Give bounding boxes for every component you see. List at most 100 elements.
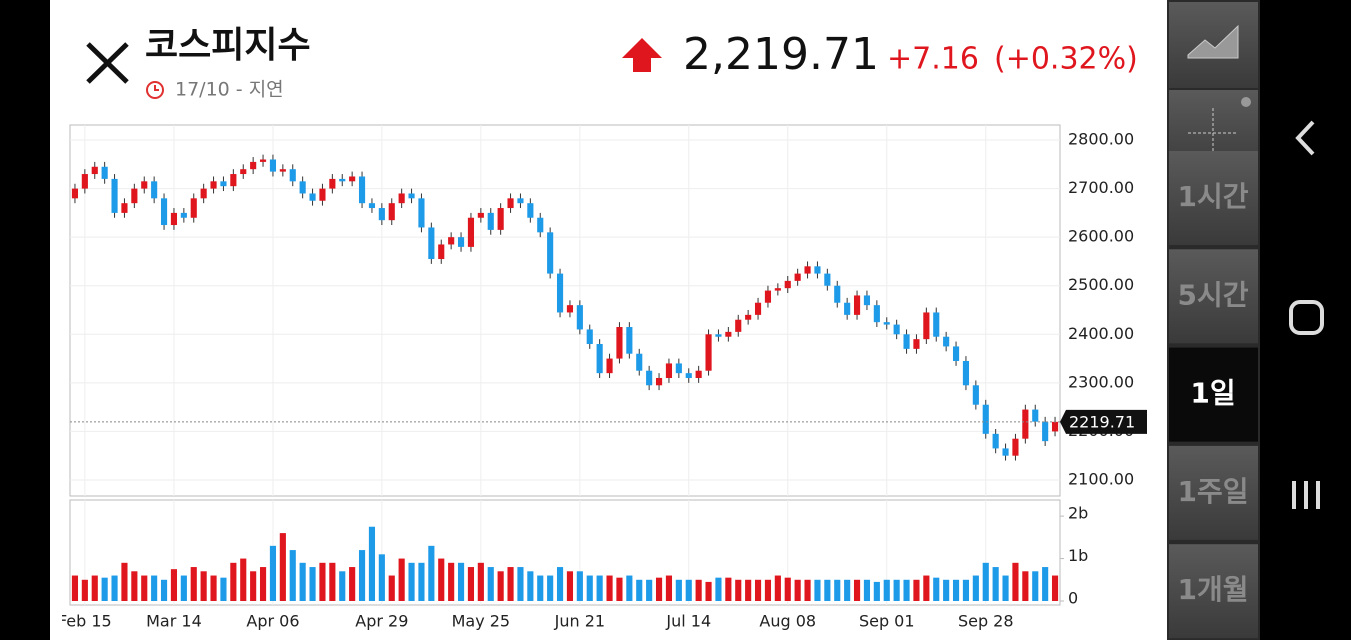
volume-bar — [586, 575, 593, 601]
volume-bar — [289, 550, 296, 601]
candle-body — [81, 174, 88, 189]
candle-body — [665, 363, 673, 378]
candle-body — [1012, 438, 1019, 456]
volume-bar — [1051, 575, 1059, 601]
volume-bar — [863, 579, 871, 601]
candle-body — [299, 181, 306, 194]
volume-bar — [962, 579, 970, 601]
candle-body — [863, 295, 871, 306]
candle-body — [190, 198, 197, 218]
x-tick-label: Jun 21 — [554, 612, 605, 631]
candle-body — [1002, 448, 1009, 456]
volume-bar — [121, 562, 128, 601]
candle-body — [913, 339, 920, 349]
volume-bar — [279, 533, 286, 601]
volume-bar — [943, 579, 950, 601]
period-label: 1일 — [1190, 377, 1235, 410]
y-tick-label: 2100.00 — [1068, 469, 1134, 488]
volume-bar — [210, 575, 217, 601]
candle-body — [883, 322, 890, 325]
candle-body — [616, 327, 623, 359]
volume-bar — [566, 571, 574, 601]
volume-bar — [853, 579, 861, 601]
volume-bar — [903, 579, 910, 601]
volume-bar — [269, 545, 277, 601]
volume-bar — [457, 562, 465, 601]
chart-type-button[interactable] — [1169, 2, 1258, 88]
candle-body — [448, 237, 455, 245]
candle-body — [834, 285, 841, 303]
volume-bar — [220, 577, 227, 601]
candle-body — [289, 169, 296, 182]
candle-body — [824, 273, 831, 286]
candle-body — [794, 273, 801, 281]
period-button[interactable] — [1169, 544, 1258, 639]
volume-bar — [636, 579, 643, 601]
volume-bar — [230, 562, 237, 601]
candle-body — [349, 176, 356, 182]
period-button[interactable] — [1169, 151, 1258, 245]
close-button[interactable] — [86, 42, 129, 84]
candle-body — [200, 188, 207, 199]
candle-body — [715, 334, 722, 337]
period-button[interactable] — [1169, 347, 1258, 442]
candle-body — [121, 203, 128, 213]
candle-body — [428, 227, 435, 260]
volume-bar — [537, 575, 544, 601]
volume-bar — [91, 575, 98, 601]
nav-back[interactable] — [1295, 120, 1315, 156]
period-button[interactable] — [1169, 445, 1258, 540]
x-tick-label: Sep 01 — [859, 612, 915, 631]
date: 17/10 - 지연 — [175, 79, 284, 101]
volume-bar — [319, 562, 326, 601]
candle-body — [873, 305, 880, 323]
candle-body — [774, 288, 781, 291]
period-label: 1시간 — [1177, 180, 1248, 213]
candle-body — [240, 169, 247, 175]
volume-bar — [1002, 575, 1009, 601]
candle-body — [477, 212, 484, 218]
volume-tick-label: 0 — [1068, 589, 1078, 608]
candle-body — [596, 344, 603, 374]
volume-bar — [824, 579, 831, 601]
candle-body — [695, 370, 702, 378]
nav-home[interactable] — [1289, 300, 1324, 335]
nav-recent[interactable] — [1292, 481, 1320, 509]
volume-bar — [547, 575, 554, 601]
volume-tick-label: 2b — [1068, 504, 1088, 523]
volume-bar — [309, 567, 316, 601]
volume-bar — [1012, 562, 1019, 601]
volume-bar — [626, 575, 633, 601]
volume-bar — [250, 571, 257, 601]
volume-bar — [428, 545, 435, 601]
volume-bar — [646, 579, 653, 601]
candle-body — [309, 193, 316, 201]
volume-bar — [487, 567, 494, 601]
candle-body — [497, 208, 504, 230]
period-button[interactable] — [1169, 249, 1258, 344]
volume-bar — [438, 558, 445, 601]
candle-body — [230, 174, 237, 187]
volume-bar — [893, 579, 900, 601]
volume-bar — [517, 567, 524, 601]
volume-bar — [141, 575, 148, 601]
volume-bar — [814, 579, 821, 601]
candle-body — [547, 232, 554, 274]
candle-body — [487, 212, 494, 230]
candle-body — [388, 203, 395, 221]
volume-bar — [388, 575, 395, 601]
volume-bar — [180, 575, 187, 601]
x-tick-label: Apr 06 — [246, 612, 299, 631]
volume-bar — [358, 550, 366, 601]
app-panel — [50, 0, 1167, 640]
candle-body — [151, 181, 158, 199]
volume-bar — [804, 579, 811, 601]
volume-bar — [665, 575, 673, 601]
y-tick-label: 2800.00 — [1068, 130, 1134, 149]
volume-bar — [467, 567, 475, 601]
candle-body — [210, 181, 217, 189]
candle-body — [71, 188, 79, 199]
candle-body — [893, 324, 900, 335]
candle-body — [754, 302, 762, 315]
chart-icon — [1187, 24, 1239, 59]
